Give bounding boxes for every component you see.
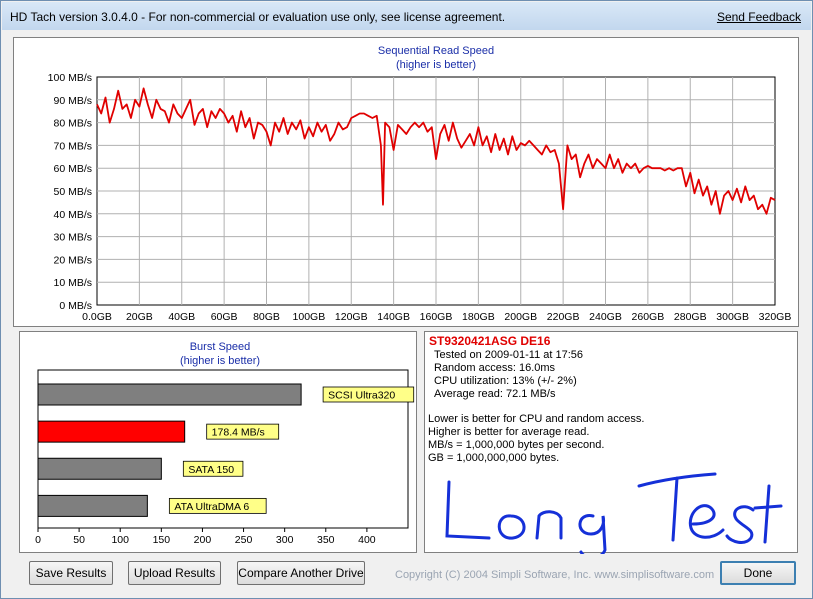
burst-title: Burst Speed — [190, 341, 251, 353]
sequential-read-chart: Sequential Read Speed (higher is better) 0… — [48, 45, 792, 323]
burst-tick-label: 100 — [111, 534, 129, 546]
x-tick-label: 240GB — [589, 311, 622, 323]
cpu-utilization: CPU utilization: 13% (+/- 2%) — [434, 375, 577, 387]
y-tick-label: 100 MB/s — [48, 72, 92, 84]
handwritten-annotation — [445, 472, 783, 554]
burst-tick-label: 400 — [358, 534, 376, 546]
chart-subtitle: (higher is better) — [396, 59, 476, 71]
note-gb-definition: GB = 1,000,000,000 bytes. — [428, 452, 560, 464]
burst-tick-label: 350 — [317, 534, 335, 546]
burst-bar-label: SATA 150 — [188, 464, 234, 476]
x-tick-label: 220GB — [547, 311, 580, 323]
note-higher-better: Higher is better for average read. — [428, 426, 590, 438]
drive-name: ST9320421ASG DE16 — [429, 334, 551, 348]
burst-bar-label: ATA UltraDMA 6 — [174, 501, 249, 513]
random-access: Random access: 16.0ms — [434, 362, 556, 374]
burst-bar — [37, 383, 302, 406]
burst-bar — [37, 494, 148, 517]
y-tick-label: 40 MB/s — [53, 209, 92, 221]
y-tick-label: 60 MB/s — [53, 163, 92, 175]
window-title: HD Tach version 3.0.4.0 - For non-commer… — [10, 10, 506, 24]
note-mbs-definition: MB/s = 1,000,000 bytes per second. — [428, 439, 605, 451]
burst-tick-label: 150 — [153, 534, 171, 546]
burst-label-box — [322, 386, 415, 403]
burst-speed-panel: Burst Speed (higher is better) 0 50 100 150 20… — [19, 331, 417, 553]
burst-tick-label: 300 — [276, 534, 294, 546]
burst-bar-label: SCSI Ultra320 — [328, 390, 395, 402]
x-tick-label: 180GB — [462, 311, 495, 323]
send-feedback-link[interactable]: Send Feedback — [716, 10, 801, 24]
tested-on: Tested on 2009-01-11 at 17:56 — [434, 349, 584, 361]
burst-tick-label: 0 — [35, 534, 41, 546]
burst-tick-label: 50 — [73, 534, 85, 546]
burst-bar — [37, 457, 162, 480]
x-tick-label: 20GB — [126, 311, 153, 323]
note-lower-better: Lower is better for CPU and random acces… — [428, 413, 645, 425]
sequential-read-panel: Sequential Read Speed (higher is better) 0… — [13, 37, 799, 327]
copyright-text: Copyright (C) 2004 Simpli Software, Inc.… — [395, 569, 715, 581]
x-tick-label: 320GB — [759, 311, 792, 323]
chart-title: Sequential Read Speed — [378, 45, 494, 57]
burst-tick-label: 200 — [194, 534, 212, 546]
average-read: Average read: 72.1 MB/s — [434, 388, 556, 400]
x-tick-label: 200GB — [504, 311, 537, 323]
drive-info-panel: ST9320421ASG DE16 Tested on 2009-01-11 a… — [424, 331, 798, 554]
done-button[interactable]: Done — [720, 561, 796, 585]
x-tick-label: 100GB — [293, 311, 326, 323]
y-tick-label: 50 MB/s — [53, 186, 92, 198]
x-tick-label: 60GB — [211, 311, 238, 323]
y-tick-label: 20 MB/s — [53, 254, 92, 266]
y-tick-label: 10 MB/s — [53, 277, 92, 289]
save-results-button[interactable]: Save Results — [29, 561, 113, 585]
x-tick-label: 300GB — [716, 311, 749, 323]
x-tick-label: 0.0GB — [82, 311, 112, 323]
x-tick-label: 40GB — [168, 311, 195, 323]
y-tick-label: 0 MB/s — [59, 300, 92, 312]
x-tick-label: 120GB — [335, 311, 368, 323]
x-tick-label: 160GB — [420, 311, 453, 323]
x-tick-label: 260GB — [632, 311, 665, 323]
compare-another-drive-button[interactable]: Compare Another Drive — [237, 561, 365, 585]
y-tick-label: 90 MB/s — [53, 95, 92, 107]
y-tick-label: 30 MB/s — [53, 232, 92, 244]
y-tick-label: 80 MB/s — [53, 118, 92, 130]
burst-speed-chart: Burst Speed (higher is better) 0 50 100 150 20… — [35, 341, 415, 546]
title-bar: HD Tach version 3.0.4.0 - For non-commer… — [2, 2, 811, 30]
burst-tick-label: 250 — [235, 534, 253, 546]
y-tick-label: 70 MB/s — [53, 140, 92, 152]
burst-bar-label: 178.4 MB/s — [212, 427, 265, 439]
read-speed-line — [96, 87, 776, 215]
burst-label-box — [168, 497, 267, 514]
x-tick-label: 140GB — [377, 311, 410, 323]
upload-results-button[interactable]: Upload Results — [128, 561, 221, 585]
burst-label-box — [206, 423, 280, 440]
burst-bar — [37, 420, 186, 443]
burst-subtitle: (higher is better) — [180, 355, 260, 367]
burst-label-box — [182, 460, 244, 477]
x-tick-label: 80GB — [253, 311, 280, 323]
x-tick-label: 280GB — [674, 311, 707, 323]
